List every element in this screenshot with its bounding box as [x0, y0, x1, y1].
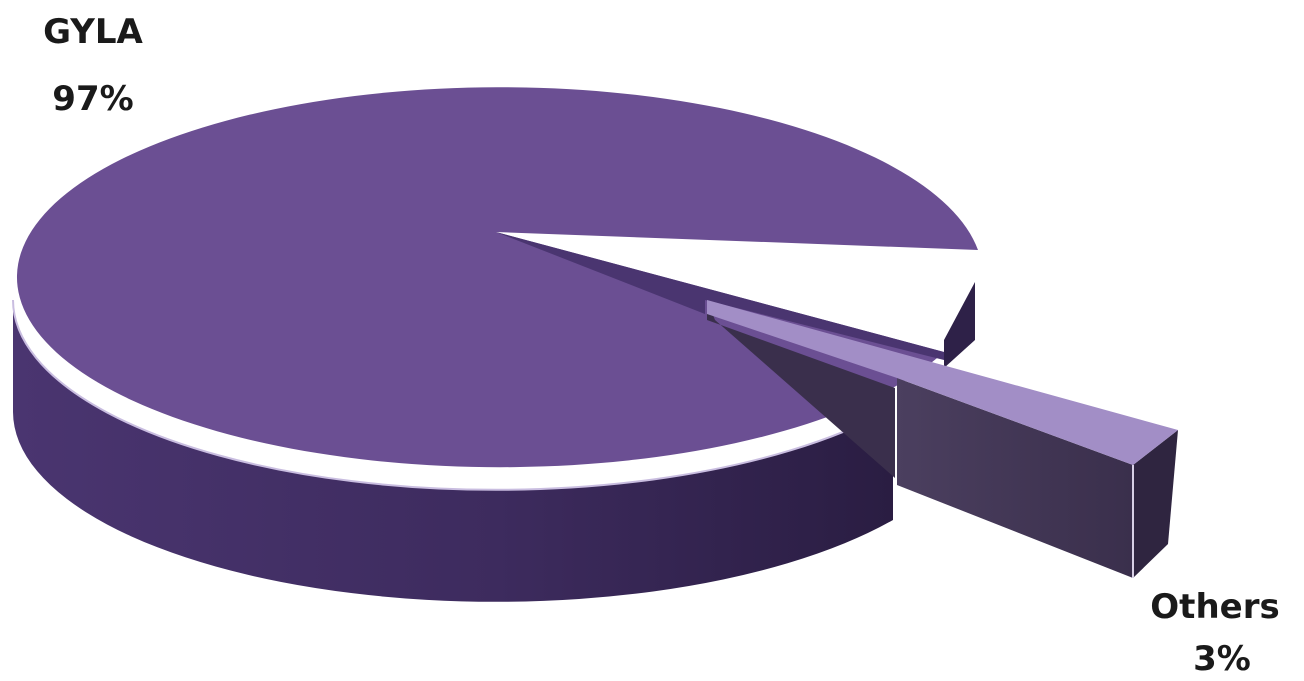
slice-others [707, 300, 1178, 578]
slice-gyla-top [16, 87, 978, 468]
label-gyla-name: GYLA [43, 12, 143, 52]
label-gyla-value: 97% [52, 79, 133, 119]
label-others: Others 3% [1150, 587, 1279, 679]
slice-gyla-rim [12, 299, 894, 491]
slice-others-side [897, 378, 1133, 578]
slice-gyla-side-right [944, 282, 975, 368]
slice-others-inner [707, 300, 895, 478]
slice-others-end [1133, 430, 1178, 578]
slice-gyla [12, 87, 978, 602]
slice-others-top [707, 300, 1178, 465]
label-others-name: Others [1150, 587, 1279, 627]
slice-gyla-inner [496, 232, 944, 360]
label-gyla: GYLA 97% [43, 12, 143, 119]
label-others-value: 3% [1193, 639, 1251, 679]
slice-gyla-side [13, 300, 893, 602]
